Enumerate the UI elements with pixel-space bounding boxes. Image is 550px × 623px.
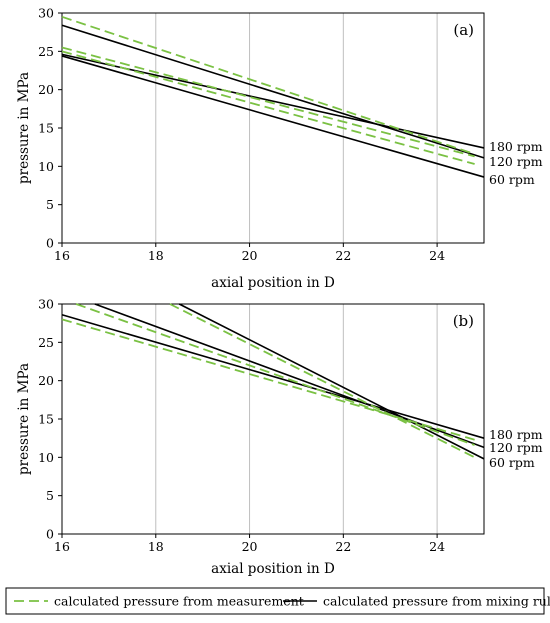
measurement-line-60-rpm <box>61 50 475 165</box>
y-tick-label: 0 <box>46 527 54 542</box>
panel-label: (b) <box>453 312 474 330</box>
legend: calculated pressure from measurement calc… <box>5 587 550 615</box>
x-tick-label: 24 <box>429 248 445 263</box>
x-tick-label: 16 <box>54 539 70 554</box>
line-label-180-rpm: 180 rpm <box>489 427 543 442</box>
measurement-line-120-rpm <box>75 303 475 446</box>
y-tick-label: 25 <box>38 335 54 350</box>
mixing-rule-line-120-rpm <box>94 303 485 449</box>
y-tick-label: 20 <box>38 82 54 97</box>
x-tick-label: 20 <box>242 539 258 554</box>
y-tick-label: 5 <box>46 488 54 503</box>
y-axis-title: pressure in MPa <box>16 363 32 475</box>
mixing-rule-line-60-rpm <box>178 303 485 460</box>
x-axis-title: axial position in D <box>211 275 335 291</box>
measurement-line-60-rpm <box>169 303 476 459</box>
legend-box <box>5 587 545 615</box>
legend-measurement-label: calculated pressure from measurement <box>54 594 304 609</box>
plot-frame <box>61 12 485 244</box>
x-tick-label: 18 <box>148 248 164 263</box>
line-label-180-rpm: 180 rpm <box>489 139 543 154</box>
x-tick-label: 22 <box>335 539 351 554</box>
y-tick-label: 5 <box>46 197 54 212</box>
y-axis-title: pressure in MPa <box>16 72 32 184</box>
mixing-rule-line-120-rpm <box>61 24 485 159</box>
legend-mixing-label: calculated pressure from mixing rule <box>323 594 550 609</box>
y-tick-label: 30 <box>38 6 54 21</box>
y-tick-label: 20 <box>38 373 54 388</box>
line-label-60-rpm: 60 rpm <box>489 455 535 470</box>
x-tick-label: 22 <box>335 248 351 263</box>
y-tick-label: 25 <box>38 44 54 59</box>
panel-label: (a) <box>453 21 474 39</box>
measurement-line-180-rpm <box>61 318 475 441</box>
mixing-rule-line-180-rpm <box>61 313 485 439</box>
x-axis-title: axial position in D <box>211 561 335 577</box>
mixing-rule-line-180-rpm <box>61 53 485 149</box>
y-tick-label: 15 <box>38 121 54 136</box>
x-tick-label: 18 <box>148 539 164 554</box>
y-tick-label: 0 <box>46 236 54 251</box>
line-label-60-rpm: 60 rpm <box>489 172 535 187</box>
measurement-line-180-rpm <box>61 46 475 158</box>
mixing-rule-line-60-rpm <box>61 55 485 178</box>
x-tick-label: 24 <box>429 539 445 554</box>
y-tick-label: 30 <box>38 297 54 312</box>
x-tick-label: 20 <box>242 248 258 263</box>
x-tick-label: 16 <box>54 248 70 263</box>
y-tick-label: 10 <box>38 450 54 465</box>
line-label-120-rpm: 120 rpm <box>489 440 543 455</box>
y-tick-label: 10 <box>38 159 54 174</box>
measurement-line-120-rpm <box>61 15 475 155</box>
line-label-120-rpm: 120 rpm <box>489 154 543 169</box>
y-tick-label: 15 <box>38 412 54 427</box>
